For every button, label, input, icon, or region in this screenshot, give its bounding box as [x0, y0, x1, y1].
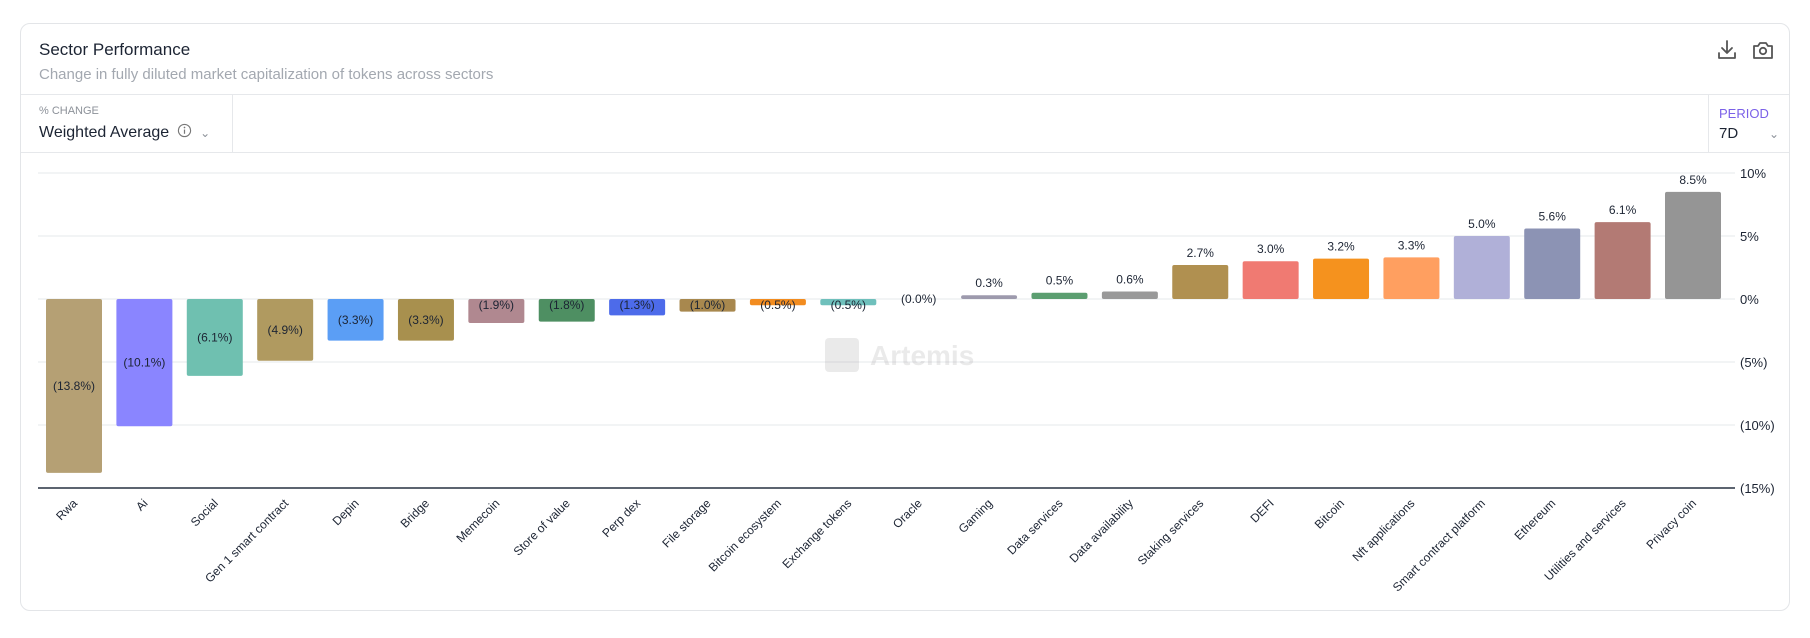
x-tick-label: Exchange tokens: [779, 496, 854, 571]
y-tick-label: (10%): [1740, 418, 1775, 433]
x-tick-label: Data services: [1004, 496, 1065, 557]
data-label: 6.1%: [1609, 203, 1637, 217]
x-tick-label: Social: [188, 496, 221, 529]
y-tick-label: (5%): [1740, 355, 1767, 370]
data-label: 3.0%: [1257, 242, 1285, 256]
data-label: 5.6%: [1539, 209, 1567, 223]
data-label: (0.5%): [760, 298, 795, 312]
bar: [1031, 292, 1088, 299]
data-label: (1.0%): [690, 298, 725, 312]
data-label: 2.7%: [1187, 246, 1215, 260]
bar: [397, 299, 454, 341]
x-tick-label: Bitcoin ecosystem: [706, 496, 784, 574]
bar: [1101, 291, 1158, 299]
bar: [327, 299, 384, 341]
x-tick-label: Ai: [133, 496, 150, 513]
bar: [1594, 222, 1651, 299]
x-tick-label: Perp dex: [599, 496, 643, 540]
x-tick-label: Privacy coin: [1643, 496, 1699, 552]
period-dropdown[interactable]: PERIOD 7D ⌄: [1708, 95, 1789, 152]
x-tick-label: Store of value: [511, 496, 573, 558]
artemis-watermark: Artemis: [825, 338, 974, 372]
data-label: (10.1%): [123, 356, 165, 370]
change-label: % CHANGE: [39, 105, 99, 117]
data-label: (1.9%): [479, 298, 514, 312]
bar: [1453, 236, 1510, 299]
period-value: 7D: [1719, 125, 1739, 142]
data-label: 0.5%: [1046, 274, 1074, 288]
x-tick-label: Rwa: [53, 496, 80, 523]
data-label: 8.5%: [1679, 173, 1707, 187]
data-label: (1.3%): [619, 298, 654, 312]
x-tick-label: Ethereum: [1512, 496, 1559, 543]
card-title: Sector Performance: [39, 40, 191, 59]
download-icon[interactable]: [1715, 38, 1739, 62]
x-tick-label: Nft applications: [1350, 496, 1418, 564]
bar: [749, 299, 806, 306]
x-tick-label: Oracle: [890, 496, 925, 531]
data-label: (0.5%): [831, 298, 866, 312]
data-label: (6.1%): [197, 330, 232, 344]
change-type-dropdown[interactable]: % CHANGE Weighted Average ⌄: [21, 95, 233, 152]
card-subtitle: Change in fully diluted market capitaliz…: [39, 66, 494, 83]
data-label: (4.9%): [268, 323, 303, 337]
bar: [186, 299, 243, 376]
y-tick-label: 5%: [1740, 229, 1759, 244]
artemis-logo-icon: [825, 338, 859, 372]
data-label: 5.0%: [1468, 217, 1496, 231]
bar: [1383, 257, 1440, 299]
bar: [1172, 264, 1229, 299]
bar: [1242, 261, 1299, 299]
change-value: Weighted Average: [39, 124, 170, 141]
bar: [1665, 191, 1721, 299]
period-label: PERIOD: [1719, 106, 1769, 121]
bar: [961, 295, 1018, 299]
bar: [1524, 228, 1581, 299]
bar: [609, 299, 666, 316]
bar: [46, 299, 102, 473]
bar: [257, 299, 314, 361]
x-tick-label: Memecoin: [453, 496, 502, 545]
data-label: 3.2%: [1327, 240, 1355, 254]
bar: [820, 299, 877, 306]
x-tick-label: File storage: [659, 496, 713, 550]
bar: [538, 299, 595, 322]
data-label: 3.3%: [1398, 238, 1426, 252]
data-label: (1.8%): [549, 298, 584, 312]
y-tick-label: (15%): [1740, 481, 1775, 496]
data-label: 0.3%: [975, 276, 1003, 290]
bar: [468, 299, 525, 323]
y-tick-label: 0%: [1740, 292, 1759, 307]
x-tick-label: Data availability: [1067, 496, 1136, 565]
x-tick-label: DEFI: [1248, 496, 1277, 525]
y-tick-label: 10%: [1740, 166, 1766, 181]
x-tick-label: Depin: [330, 496, 362, 528]
info-icon[interactable]: [177, 123, 192, 143]
chevron-down-icon: ⌄: [200, 126, 211, 140]
data-label: (13.8%): [53, 379, 95, 393]
bar: [1313, 258, 1370, 299]
chevron-down-icon: ⌄: [1768, 126, 1779, 141]
watermark-text: Artemis: [870, 340, 974, 371]
bar: [116, 299, 173, 427]
data-label: 0.6%: [1116, 272, 1144, 286]
x-tick-label: Bitcoin: [1312, 496, 1347, 531]
bar: [679, 299, 736, 312]
data-label: (3.3%): [338, 313, 373, 327]
camera-icon[interactable]: [1751, 38, 1775, 62]
sector-performance-card: Sector Performance Change in fully dilut…: [20, 23, 1790, 611]
data-label: (0.0%): [901, 292, 936, 306]
x-tick-label: Gaming: [956, 496, 996, 536]
x-tick-label: Bridge: [398, 496, 433, 531]
x-tick-label: Staking services: [1135, 496, 1207, 568]
data-label: (3.3%): [408, 313, 443, 327]
